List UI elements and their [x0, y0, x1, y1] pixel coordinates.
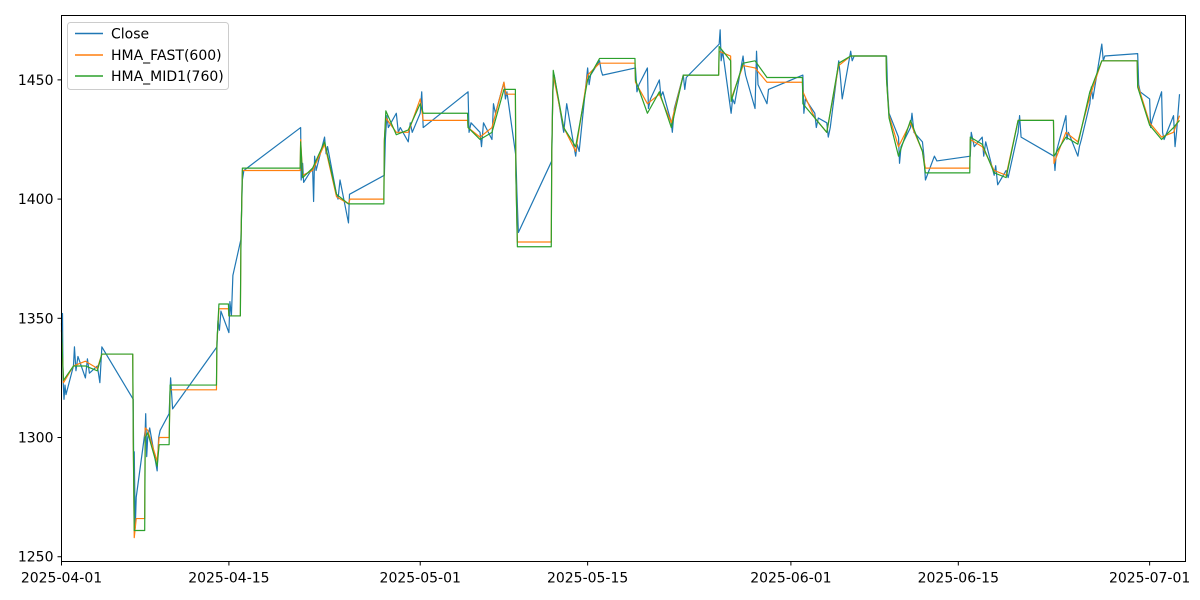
legend: Close HMA_FAST(600) HMA_MID1(760) — [67, 22, 229, 90]
series-layer — [60, 29, 1181, 539]
y-axis: 1250 1300 1350 1400 1450 — [18, 73, 62, 566]
x-tick-label: 2025-04-15 — [188, 571, 269, 587]
y-tick-label: 1400 — [18, 192, 54, 208]
legend-label-hma-mid1: HMA_MID1(760) — [111, 69, 224, 85]
legend-label-hma-fast: HMA_FAST(600) — [111, 48, 222, 64]
y-tick-label: 1350 — [18, 311, 54, 327]
x-tick-label: 2025-05-15 — [547, 571, 628, 587]
series-line-hma-fast-600 — [60, 50, 1181, 539]
x-tick-label: 2025-06-15 — [918, 571, 999, 587]
x-axis: 2025-04-01 2025-04-15 2025-05-01 2025-05-15… — [21, 561, 1190, 587]
legend-box — [67, 22, 229, 90]
series-line-close — [60, 29, 1181, 529]
x-tick-label: 2025-06-01 — [750, 571, 831, 587]
x-tick-label: 2025-07-01 — [1109, 571, 1190, 587]
y-tick-label: 1300 — [18, 431, 54, 447]
x-tick-label: 2025-04-01 — [21, 571, 102, 587]
x-tick-label: 2025-05-01 — [380, 571, 461, 587]
y-tick-label: 1450 — [18, 73, 54, 89]
legend-label-close: Close — [111, 27, 149, 43]
series-line-hma-mid1-760 — [60, 45, 1180, 532]
y-tick-label: 1250 — [18, 550, 54, 566]
plot-frame — [61, 15, 1186, 562]
